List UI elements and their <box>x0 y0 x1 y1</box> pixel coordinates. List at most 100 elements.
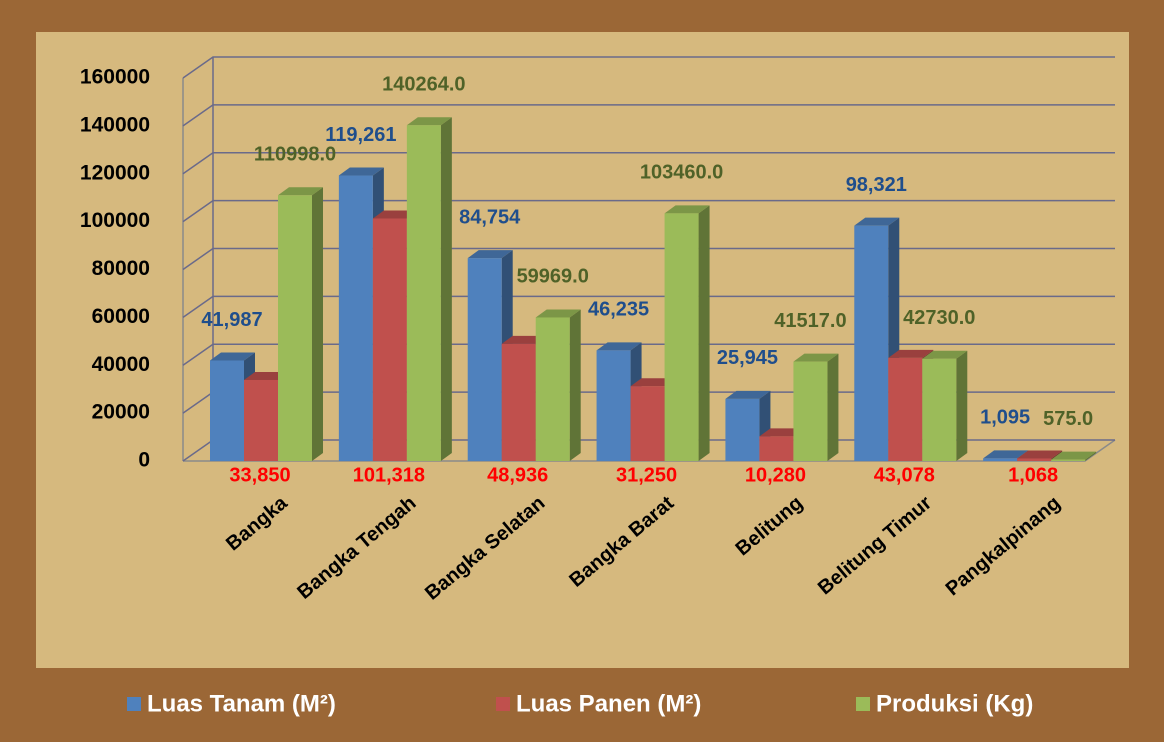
bar-front <box>210 360 244 461</box>
grid-line <box>182 343 1115 366</box>
data-label: 1,068 <box>1008 464 1058 486</box>
legend-swatch <box>496 697 510 711</box>
y-tick-label: 60000 <box>92 305 150 328</box>
bar-front <box>467 258 502 461</box>
data-label: 1,095 <box>980 407 1030 429</box>
bar-front <box>1017 458 1052 461</box>
y-tick-label: 20000 <box>92 401 150 424</box>
data-label: 59969.0 <box>517 266 589 288</box>
bar-front <box>372 218 407 461</box>
bar <box>664 205 710 461</box>
data-label: 110998.0 <box>254 144 336 166</box>
bar <box>1051 451 1097 461</box>
bar-top <box>725 390 771 399</box>
bar-top <box>210 352 255 361</box>
data-label: 119,261 <box>325 124 396 146</box>
data-label: 43,078 <box>874 464 935 486</box>
bar <box>406 117 452 462</box>
bar-top <box>596 342 642 351</box>
bar-top <box>759 428 805 437</box>
data-label: 25,945 <box>717 347 778 369</box>
bar-top <box>244 371 289 380</box>
bar-top <box>888 349 934 358</box>
y-tick-label: 100000 <box>80 209 150 232</box>
data-label: 48,936 <box>487 464 548 486</box>
bar-front <box>664 213 699 461</box>
grid-line <box>182 247 1115 271</box>
bar-side <box>440 117 452 462</box>
bar-front <box>244 379 278 461</box>
bar-front <box>630 386 665 461</box>
bar-front <box>338 175 373 461</box>
data-label: 33,850 <box>229 464 290 486</box>
data-label: 101,318 <box>353 464 425 486</box>
bar-top <box>854 217 900 226</box>
bar <box>793 353 839 461</box>
bar-top <box>983 450 1029 459</box>
grid-line <box>182 104 1115 127</box>
bar-front <box>1051 459 1086 461</box>
bar-top <box>501 335 547 344</box>
data-label: 41517.0 <box>774 310 846 332</box>
data-label: 140264.0 <box>382 74 465 96</box>
bar-side <box>827 353 839 461</box>
data-label: 98,321 <box>846 174 907 196</box>
bar-top <box>1017 450 1063 459</box>
bar-front <box>725 398 760 461</box>
bar-top <box>338 167 384 176</box>
bar-front <box>983 458 1018 461</box>
bar-top <box>630 378 676 387</box>
grid-line <box>182 199 1115 223</box>
bar-side <box>956 350 968 461</box>
legend-label: Luas Panen (M²) <box>516 690 701 717</box>
y-tick-label: 40000 <box>92 353 150 376</box>
bar-top <box>664 205 710 214</box>
data-label: 10,280 <box>745 464 806 486</box>
bar-top <box>922 350 968 359</box>
bar-front <box>922 358 957 461</box>
bar-side <box>698 205 710 461</box>
grid-line <box>182 152 1115 175</box>
legend-swatch <box>127 697 141 711</box>
bar-top <box>278 187 323 196</box>
bar-side <box>569 309 581 461</box>
bar-front <box>793 361 828 461</box>
bar-front <box>278 195 312 462</box>
bar-top <box>1051 451 1097 460</box>
data-label: 575.0 <box>1043 408 1093 430</box>
bar-side <box>1085 451 1097 461</box>
bar <box>278 187 323 462</box>
bar <box>922 350 968 461</box>
y-tick-label: 140000 <box>80 113 150 136</box>
bar-top <box>406 117 452 126</box>
data-label: 46,235 <box>588 299 649 321</box>
data-label: 103460.0 <box>640 162 723 184</box>
legend-label: Produksi (Kg) <box>876 690 1033 717</box>
bar-top <box>793 353 839 362</box>
data-label: 31,250 <box>616 464 677 486</box>
legend-label: Luas Tanam (M²) <box>147 690 336 717</box>
bar-side <box>312 187 323 462</box>
bar <box>535 309 581 461</box>
bar-top <box>535 309 581 318</box>
y-tick-label: 0 <box>138 449 150 472</box>
data-label: 84,754 <box>459 206 521 228</box>
bar-front <box>888 357 923 461</box>
bar-top <box>372 210 418 219</box>
bar-top <box>467 250 513 259</box>
bar-front <box>535 317 570 461</box>
y-tick-label: 80000 <box>92 257 150 280</box>
plot-panel <box>36 32 1129 668</box>
grid-line <box>182 295 1115 318</box>
legend-swatch <box>856 697 870 711</box>
y-tick-label: 120000 <box>80 161 150 184</box>
y-tick-label: 160000 <box>80 66 150 89</box>
grid-line <box>182 56 1115 79</box>
bar-front <box>854 225 889 461</box>
bar-front <box>596 350 631 461</box>
bar-front <box>501 343 536 461</box>
bar-front <box>759 436 794 461</box>
bar-front <box>406 125 441 462</box>
data-label: 42730.0 <box>903 307 975 329</box>
